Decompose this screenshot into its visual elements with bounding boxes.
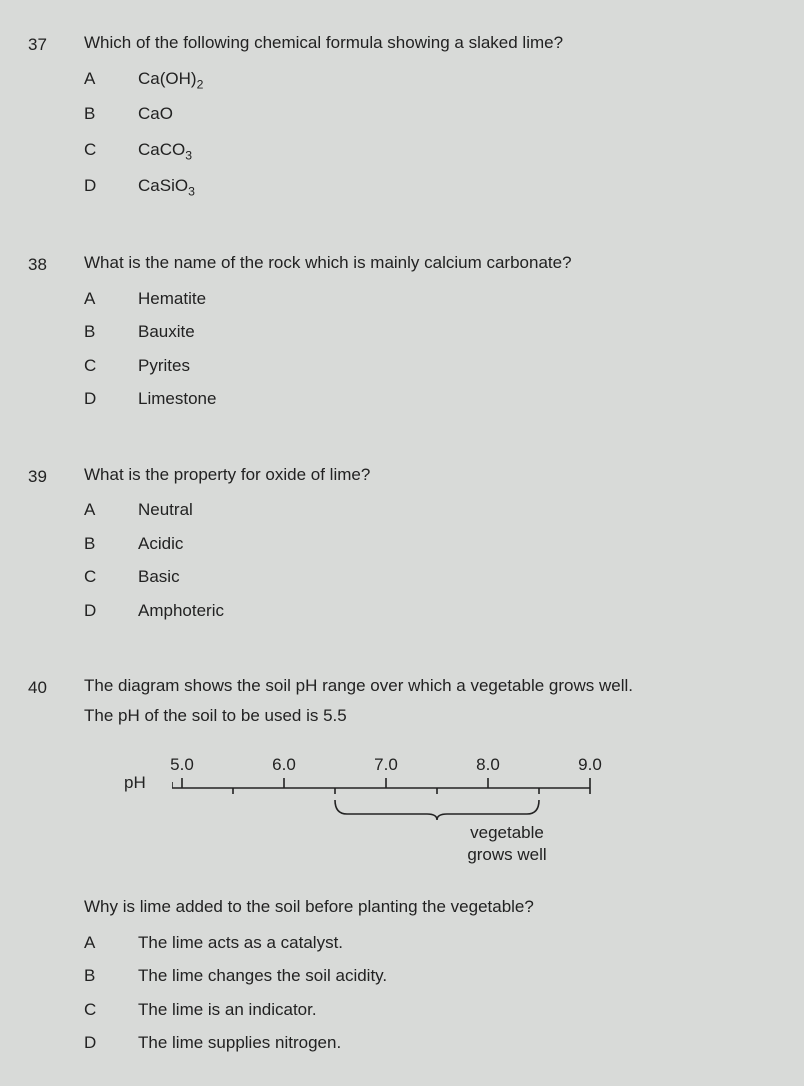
question-39: 39 What is the property for oxide of lim… xyxy=(28,462,756,632)
vegetable-grows-well-label: vegetable grows well xyxy=(422,822,592,866)
option-text: Pyrites xyxy=(138,353,756,379)
option-letter: A xyxy=(84,497,138,523)
option-a: AThe lime acts as a catalyst. xyxy=(84,930,756,956)
question-body: What is the name of the rock which is ma… xyxy=(84,250,756,420)
option-text: The lime acts as a catalyst. xyxy=(138,930,756,956)
option-text: Neutral xyxy=(138,497,756,523)
option-b: BThe lime changes the soil acidity. xyxy=(84,963,756,989)
tick-label: 8.0 xyxy=(437,752,539,778)
question-number: 38 xyxy=(28,250,84,420)
option-letter: B xyxy=(84,963,138,989)
question-text: What is the property for oxide of lime? xyxy=(84,462,756,488)
option-letter: D xyxy=(84,598,138,624)
option-letter: C xyxy=(84,564,138,590)
formula-base: Ca(OH) xyxy=(138,69,197,88)
option-letter: B xyxy=(84,101,138,129)
option-a: AHematite xyxy=(84,286,756,312)
options-list: AThe lime acts as a catalyst. BThe lime … xyxy=(84,930,756,1056)
option-a: ANeutral xyxy=(84,497,756,523)
option-text: Limestone xyxy=(138,386,756,412)
question-text: What is the name of the rock which is ma… xyxy=(84,250,756,276)
question-body: Which of the following chemical formula … xyxy=(84,30,756,208)
option-text: Basic xyxy=(138,564,756,590)
option-b: BBauxite xyxy=(84,319,756,345)
option-letter: D xyxy=(84,386,138,412)
formula-sub: 3 xyxy=(185,148,192,162)
tick-label: 9.0 xyxy=(539,752,641,778)
formula-base: CaSiO xyxy=(138,176,188,195)
formula-base: CaCO xyxy=(138,140,185,159)
option-letter: D xyxy=(84,173,138,201)
option-letter: C xyxy=(84,353,138,379)
option-a: A Ca(OH)2 xyxy=(84,66,756,94)
options-list: A Ca(OH)2 B CaO C CaCO3 D CaSiO3 xyxy=(84,66,756,201)
option-d: D CaSiO3 xyxy=(84,173,756,201)
question-number: 40 xyxy=(28,673,84,1063)
question-text: Which of the following chemical formula … xyxy=(84,30,756,56)
option-letter: A xyxy=(84,286,138,312)
option-text: The lime is an indicator. xyxy=(138,997,756,1023)
veg-label-line1: vegetable xyxy=(470,823,544,842)
tick-label: 6.0 xyxy=(233,752,335,778)
option-letter: A xyxy=(84,930,138,956)
option-text: The lime supplies nitrogen. xyxy=(138,1030,756,1056)
question-followup: Why is lime added to the soil before pla… xyxy=(84,894,756,920)
question-number: 39 xyxy=(28,462,84,632)
question-text-line1: The diagram shows the soil pH range over… xyxy=(84,673,756,699)
tick-label: 7.0 xyxy=(335,752,437,778)
question-38: 38 What is the name of the rock which is… xyxy=(28,250,756,420)
formula-sub: 2 xyxy=(197,77,204,91)
option-text: CaCO3 xyxy=(138,137,756,165)
option-d: DAmphoteric xyxy=(84,598,756,624)
option-text: Amphoteric xyxy=(138,598,756,624)
question-body: The diagram shows the soil pH range over… xyxy=(84,673,756,1063)
option-text: Ca(OH)2 xyxy=(138,66,756,94)
veg-label-line2: grows well xyxy=(467,845,546,864)
question-body: What is the property for oxide of lime? … xyxy=(84,462,756,632)
ph-axis-line xyxy=(172,778,652,820)
option-text: Bauxite xyxy=(138,319,756,345)
option-b: B CaO xyxy=(84,101,756,129)
option-text: Hematite xyxy=(138,286,756,312)
option-c: C CaCO3 xyxy=(84,137,756,165)
options-list: ANeutral BAcidic CBasic DAmphoteric xyxy=(84,497,756,623)
formula-sub: 3 xyxy=(188,184,195,198)
option-text: CaO xyxy=(138,101,756,129)
formula-base: CaO xyxy=(138,104,173,123)
option-letter: A xyxy=(84,66,138,94)
question-37: 37 Which of the following chemical formu… xyxy=(28,30,756,208)
option-d: DLimestone xyxy=(84,386,756,412)
axis-tick-labels: 5.0 6.0 7.0 8.0 9.0 xyxy=(131,752,756,778)
question-text-line2: The pH of the soil to be used is 5.5 xyxy=(84,703,756,729)
option-c: CPyrites xyxy=(84,353,756,379)
option-letter: B xyxy=(84,319,138,345)
option-text: CaSiO3 xyxy=(138,173,756,201)
tick-label: 5.0 xyxy=(131,752,233,778)
question-40: 40 The diagram shows the soil pH range o… xyxy=(28,673,756,1063)
ph-diagram: pH 5.0 6.0 7.0 8.0 9.0 vegetable grows w… xyxy=(124,752,756,866)
options-list: AHematite BBauxite CPyrites DLimestone xyxy=(84,286,756,412)
option-c: CBasic xyxy=(84,564,756,590)
option-b: BAcidic xyxy=(84,531,756,557)
question-number: 37 xyxy=(28,30,84,208)
option-letter: D xyxy=(84,1030,138,1056)
option-letter: B xyxy=(84,531,138,557)
option-c: CThe lime is an indicator. xyxy=(84,997,756,1023)
option-letter: C xyxy=(84,137,138,165)
option-d: DThe lime supplies nitrogen. xyxy=(84,1030,756,1056)
option-letter: C xyxy=(84,997,138,1023)
option-text: The lime changes the soil acidity. xyxy=(138,963,756,989)
option-text: Acidic xyxy=(138,531,756,557)
